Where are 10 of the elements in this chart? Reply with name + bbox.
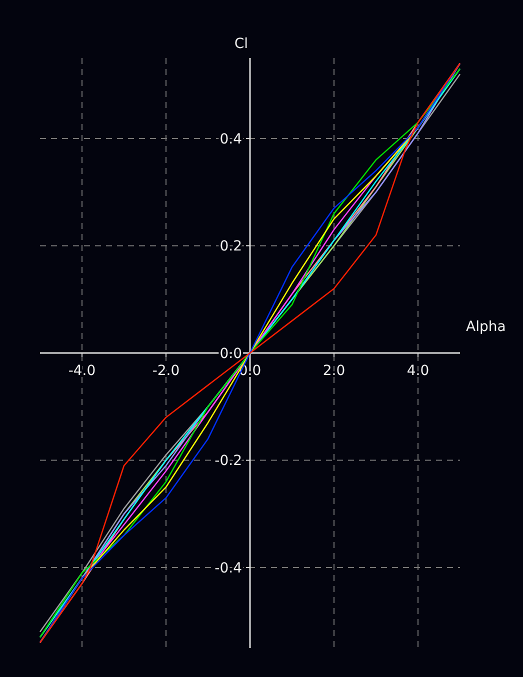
x-axis-title: Alpha: [466, 319, 506, 335]
y-tick-label: 0.2: [220, 238, 242, 255]
y-tick-label: -0.4: [214, 560, 242, 576]
x-tick-label: 2.0: [322, 363, 346, 379]
x-tick-label: 4.0: [406, 363, 430, 379]
y-tick-label: -0.2: [214, 453, 242, 470]
x-tick-label: -4.0: [68, 363, 96, 379]
y-tick-label: 0.4: [220, 131, 242, 148]
x-tick-label: -2.0: [152, 363, 180, 379]
y-axis-title: Cl: [234, 36, 248, 52]
